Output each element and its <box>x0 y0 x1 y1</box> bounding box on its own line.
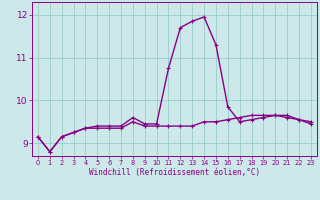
X-axis label: Windchill (Refroidissement éolien,°C): Windchill (Refroidissement éolien,°C) <box>89 168 260 177</box>
